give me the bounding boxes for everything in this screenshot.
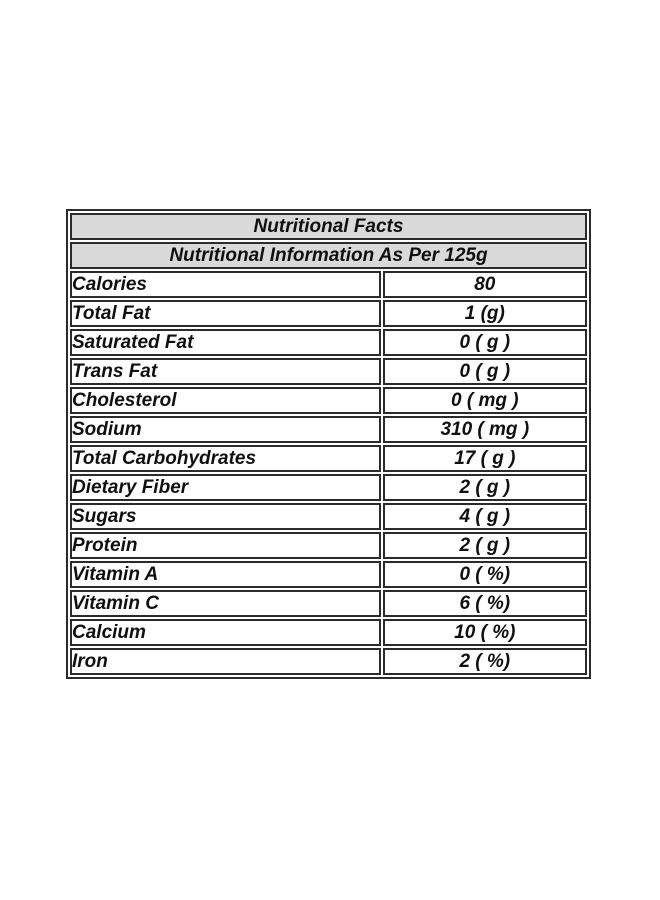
nutrition-facts-table: Nutritional Facts Nutritional Informatio…	[66, 209, 591, 679]
nutrient-value: 2 ( g )	[382, 474, 587, 501]
nutrient-row-dietary-fiber: Dietary Fiber 2 ( g )	[70, 474, 587, 501]
nutrient-label: Vitamin C	[70, 590, 381, 617]
nutrient-row-total-carbohydrates: Total Carbohydrates 17 ( g )	[70, 445, 587, 472]
nutrient-row-iron: Iron 2 ( %)	[70, 648, 587, 675]
nutrient-value: 1 (g)	[382, 300, 587, 327]
nutrient-label: Saturated Fat	[70, 329, 381, 356]
nutrient-value: 0 ( g )	[382, 358, 587, 385]
nutrient-value: 17 ( g )	[382, 445, 587, 472]
nutrient-value: 2 ( %)	[382, 648, 587, 675]
nutrient-label: Iron	[70, 648, 381, 675]
nutrient-value: 0 ( g )	[382, 329, 587, 356]
table-subtitle-row: Nutritional Information As Per 125g	[70, 242, 587, 269]
nutrient-row-total-fat: Total Fat 1 (g)	[70, 300, 587, 327]
nutrient-row-saturated-fat: Saturated Fat 0 ( g )	[70, 329, 587, 356]
nutrient-label: Trans Fat	[70, 358, 381, 385]
nutrient-label: Cholesterol	[70, 387, 381, 414]
nutrient-value: 10 ( %)	[382, 619, 587, 646]
nutrient-row-calories: Calories 80	[70, 271, 587, 298]
nutrient-label: Total Fat	[70, 300, 381, 327]
nutrient-value: 2 ( g )	[382, 532, 587, 559]
nutrient-row-protein: Protein 2 ( g )	[70, 532, 587, 559]
nutrient-row-sugars: Sugars 4 ( g )	[70, 503, 587, 530]
nutrient-label: Calcium	[70, 619, 381, 646]
nutrient-row-trans-fat: Trans Fat 0 ( g )	[70, 358, 587, 385]
nutrient-row-sodium: Sodium 310 ( mg )	[70, 416, 587, 443]
nutrient-row-calcium: Calcium 10 ( %)	[70, 619, 587, 646]
nutrient-row-cholesterol: Cholesterol 0 ( mg )	[70, 387, 587, 414]
serving-info: Nutritional Information As Per 125g	[70, 242, 587, 269]
table-title: Nutritional Facts	[70, 213, 587, 240]
nutrient-value: 0 ( mg )	[382, 387, 587, 414]
nutrient-value: 6 ( %)	[382, 590, 587, 617]
table-title-row: Nutritional Facts	[70, 213, 587, 240]
nutrient-value: 310 ( mg )	[382, 416, 587, 443]
nutrient-value: 0 ( %)	[382, 561, 587, 588]
nutrient-label: Dietary Fiber	[70, 474, 381, 501]
nutrient-label: Total Carbohydrates	[70, 445, 381, 472]
nutrient-label: Vitamin A	[70, 561, 381, 588]
nutrient-label: Protein	[70, 532, 381, 559]
nutrient-label: Sodium	[70, 416, 381, 443]
nutrient-value: 80	[382, 271, 587, 298]
nutrient-row-vitamin-a: Vitamin A 0 ( %)	[70, 561, 587, 588]
nutrient-label: Calories	[70, 271, 381, 298]
nutrient-row-vitamin-c: Vitamin C 6 ( %)	[70, 590, 587, 617]
nutrient-label: Sugars	[70, 503, 381, 530]
nutrient-value: 4 ( g )	[382, 503, 587, 530]
